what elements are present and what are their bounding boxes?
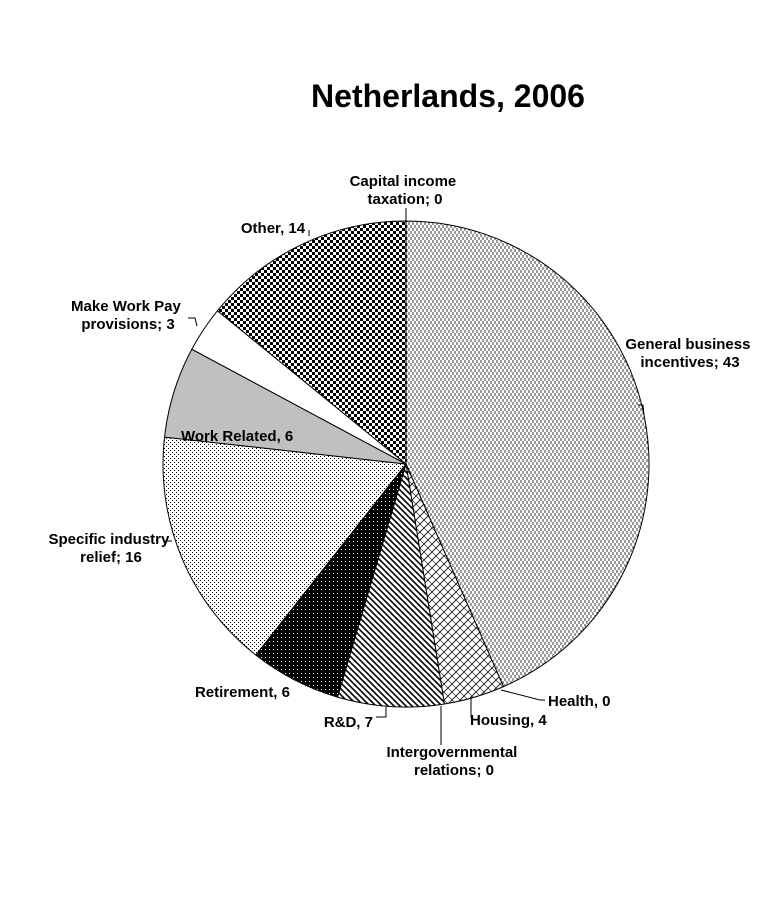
leader-general: [638, 404, 645, 416]
pie-slices: [162, 220, 650, 708]
label-health: Health, 0: [548, 693, 611, 710]
label-retirement: Retirement, 6: [195, 684, 290, 701]
label-work-related: Work Related, 6: [181, 428, 293, 445]
label-housing: Housing, 4: [470, 712, 547, 729]
label-general-business: General business incentives; 43: [625, 336, 754, 371]
label-other: Other, 14: [241, 220, 306, 237]
leader-rd: [376, 707, 387, 718]
label-capital-income: Capital income taxation; 0: [350, 173, 461, 208]
label-rd: R&D, 7: [324, 714, 373, 731]
pie-slice-other: [216, 220, 407, 466]
pie-slice-rd: [336, 463, 445, 708]
label-make-work-pay: Make Work Pay provisions; 3: [71, 298, 185, 333]
leader-health: [500, 689, 545, 701]
leader-mwp: [188, 317, 198, 327]
pie-slice-specific: [162, 436, 407, 656]
chart-title: Netherlands, 2006: [311, 78, 585, 114]
label-intergovernmental: Intergovernmental relations; 0: [386, 744, 521, 779]
label-specific-industry: Specific industry relief; 16: [48, 531, 173, 566]
